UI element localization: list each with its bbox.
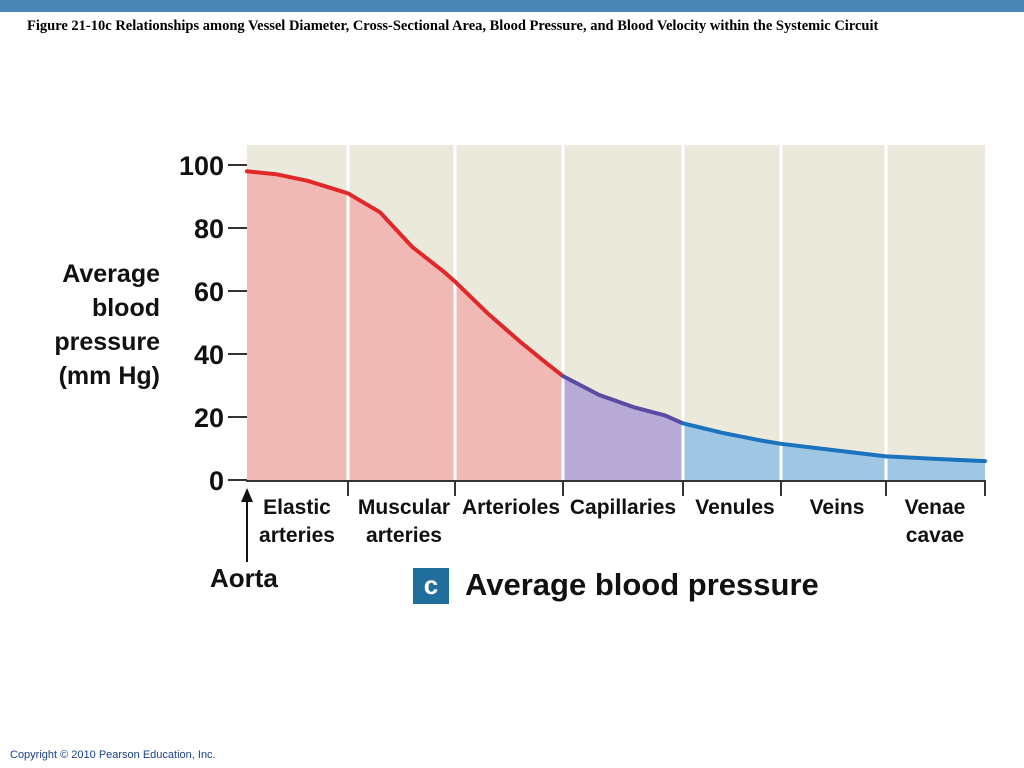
y-axis-label-line: Average (62, 260, 160, 288)
x-category-label: arteries (259, 524, 335, 547)
y-tick-label: 60 (194, 277, 224, 307)
arterial-pressure-line (245, 169, 565, 379)
y-tick-label: 40 (194, 340, 224, 370)
x-category-label: Muscular (358, 496, 450, 519)
x-category-label: Arterioles (462, 496, 560, 519)
x-category-label: cavae (906, 524, 964, 547)
y-axis-label-line: pressure (54, 328, 160, 356)
y-tick-label: 20 (194, 403, 224, 433)
y-axis-label-line: (mm Hg) (58, 362, 160, 390)
figure-title: Figure 21-10c Relationships among Vessel… (27, 18, 879, 34)
aorta-label: Aorta (210, 563, 278, 593)
arterial-pressure-area (247, 171, 563, 481)
x-category-label: Venules (695, 496, 774, 519)
x-category-label: Elastic (263, 496, 331, 519)
y-tick-label: 80 (194, 214, 224, 244)
x-category-label: Venae (905, 496, 966, 519)
x-category-label: Capillaries (570, 496, 676, 519)
y-tick-label: 0 (209, 466, 224, 496)
y-tick-label: 100 (179, 151, 224, 181)
capillary-pressure-area (563, 376, 683, 480)
y-axis-label: Average blood pressure (mm Hg) (54, 257, 160, 393)
y-axis-label-line: blood (91, 294, 160, 322)
aorta-arrow-head (241, 488, 253, 502)
x-category-label: Veins (810, 496, 865, 519)
venous-pressure-line (681, 421, 987, 464)
copyright-notice: Copyright © 2010 Pearson Education, Inc. (10, 749, 216, 761)
capillary-pressure-line (561, 374, 685, 426)
top-bar (0, 0, 1024, 12)
x-category-label: arteries (366, 524, 442, 547)
chart-caption: Average blood pressure (465, 567, 819, 602)
caption-badge: c (413, 568, 449, 604)
